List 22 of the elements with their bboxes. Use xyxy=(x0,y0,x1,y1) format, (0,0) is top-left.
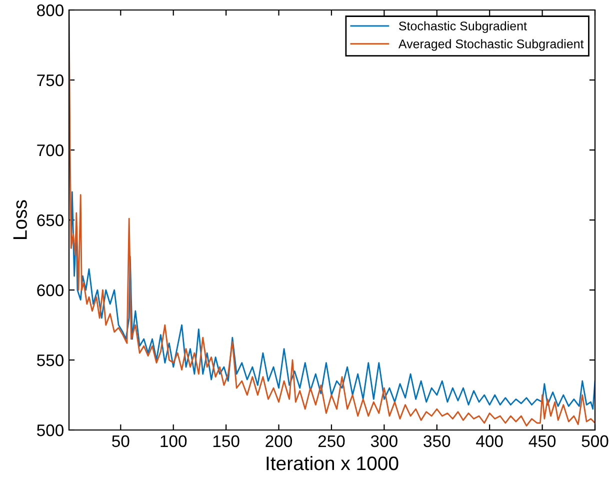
x-tick-label: 200 xyxy=(266,435,292,448)
x-tick-label: 450 xyxy=(528,435,556,448)
x-tick-label: 350 xyxy=(424,435,450,448)
y-tick-label: 750 xyxy=(37,74,64,86)
y-tick-label: 700 xyxy=(37,144,64,156)
x-axis-title: Iteration x 1000 xyxy=(266,456,398,470)
y-tick-label: 600 xyxy=(37,284,64,296)
x-tick-label: 50 xyxy=(112,435,130,448)
x-tick-label: 400 xyxy=(476,435,503,448)
y-tick-label: 500 xyxy=(37,424,64,436)
legend-label: Stochastic Subgradient xyxy=(399,21,527,33)
legend-label: Averaged Stochastic Subgradient xyxy=(398,39,584,51)
x-tick-label: 100 xyxy=(160,435,187,448)
y-axis-title: Loss xyxy=(13,200,27,239)
x-tick-label: 250 xyxy=(318,435,345,448)
y-tick-label: 550 xyxy=(37,354,64,366)
y-tick-label: 650 xyxy=(37,214,64,226)
x-tick-label: 300 xyxy=(370,435,398,448)
x-tick-label: 150 xyxy=(213,435,240,448)
y-tick-label: 800 xyxy=(37,4,64,16)
line-series xyxy=(70,191,595,410)
x-tick-label: 500 xyxy=(582,435,608,448)
